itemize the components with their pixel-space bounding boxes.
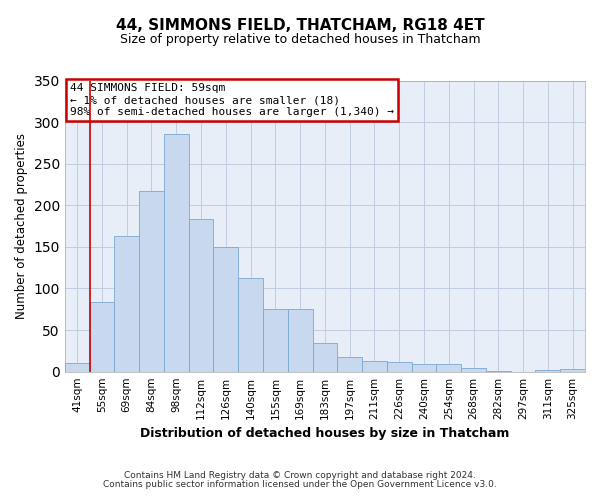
Bar xyxy=(263,310,288,372)
Bar xyxy=(535,370,560,372)
Bar xyxy=(412,364,436,372)
Bar xyxy=(313,342,337,372)
Y-axis label: Number of detached properties: Number of detached properties xyxy=(15,133,28,319)
Text: Contains HM Land Registry data © Crown copyright and database right 2024.: Contains HM Land Registry data © Crown c… xyxy=(124,471,476,480)
Bar xyxy=(139,191,164,372)
Bar xyxy=(560,369,585,372)
Text: 44 SIMMONS FIELD: 59sqm
← 1% of detached houses are smaller (18)
98% of semi-det: 44 SIMMONS FIELD: 59sqm ← 1% of detached… xyxy=(70,84,394,116)
Bar xyxy=(214,247,238,372)
Bar xyxy=(238,278,263,372)
Bar xyxy=(337,356,362,372)
Bar xyxy=(486,371,511,372)
Bar xyxy=(65,364,89,372)
Bar xyxy=(188,220,214,372)
Bar xyxy=(436,364,461,372)
Bar xyxy=(288,310,313,372)
Text: Contains public sector information licensed under the Open Government Licence v3: Contains public sector information licen… xyxy=(103,480,497,489)
X-axis label: Distribution of detached houses by size in Thatcham: Distribution of detached houses by size … xyxy=(140,427,509,440)
Bar xyxy=(461,368,486,372)
Text: 44, SIMMONS FIELD, THATCHAM, RG18 4ET: 44, SIMMONS FIELD, THATCHAM, RG18 4ET xyxy=(116,18,484,32)
Bar xyxy=(164,134,188,372)
Bar xyxy=(387,362,412,372)
Bar xyxy=(89,302,115,372)
Bar xyxy=(115,236,139,372)
Text: Size of property relative to detached houses in Thatcham: Size of property relative to detached ho… xyxy=(119,32,481,46)
Bar xyxy=(362,361,387,372)
